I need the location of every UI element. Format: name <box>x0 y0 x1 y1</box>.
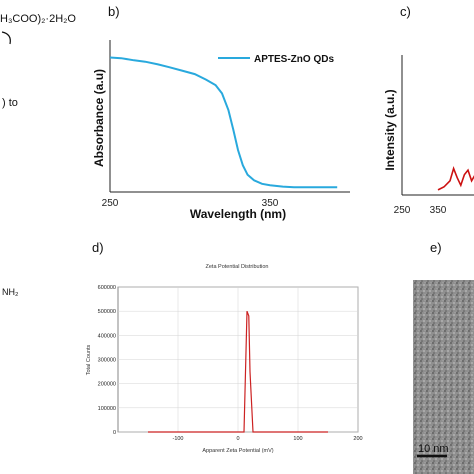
chart-c-xtick-label: 350 <box>430 205 447 216</box>
panel-label-e: e) <box>430 240 442 255</box>
chart-c: c) Intensity (a.u.) 250 350 <box>383 4 474 216</box>
chart-d-xtick-label: -100 <box>172 436 183 442</box>
tem-panel: e) 10 nm <box>413 240 474 474</box>
chart-d-xtick-label: 0 <box>236 436 239 442</box>
chart-b-absorbance-line <box>109 56 338 189</box>
panel-label-b: b) <box>108 4 120 19</box>
chart-c-ticks: 250 350 <box>394 205 447 216</box>
scheme-arrow-arc <box>1 31 11 45</box>
chart-d-ylabel: Total Counts <box>86 344 92 375</box>
chart-c-ylabel: Intensity (a.u.) <box>383 89 397 170</box>
chart-d-xtick-label: 200 <box>353 436 362 442</box>
scheme-panel: H₃COO)₂·2H₂O ) to NH₂ <box>0 13 76 297</box>
chart-d-xlabel: Apparent Zeta Potential (mV) <box>202 448 273 454</box>
tem-image <box>413 280 474 474</box>
chart-d-ytick-label: 600000 <box>98 285 116 291</box>
chart-d-ytick-label: 500000 <box>98 309 116 315</box>
chart-b: b) Absorbance (a.u) Wavelength (nm) 250 3… <box>92 4 350 221</box>
panel-label-d: d) <box>92 240 104 255</box>
tem-scale-label: 10 nm <box>418 443 449 455</box>
chart-d-title: Zeta Potential Distribution <box>206 264 269 270</box>
chart-d-ytick-label: 200000 <box>98 382 116 388</box>
panel-label-c: c) <box>400 4 411 19</box>
chart-d-ticks: 0 100000 200000 300000 400000 500000 600000 -10… <box>98 285 363 442</box>
chart-c-intensity-line <box>437 166 474 191</box>
chart-c-xtick-label: 250 <box>394 205 411 216</box>
chart-d-zeta-line <box>148 310 328 433</box>
chart-d: d) Zeta Potential Distribution 0 100000 20… <box>86 240 363 454</box>
chart-b-xlabel: Wavelength (nm) <box>190 207 286 221</box>
chart-b-ylabel: Absorbance (a.u) <box>92 69 106 167</box>
scheme-reagent-text: H₃COO)₂·2H₂O <box>0 13 76 25</box>
chart-b-legend-label: APTES-ZnO QDs <box>254 54 334 65</box>
chart-b-xtick-label: 350 <box>262 198 279 209</box>
chart-b-xtick-label: 250 <box>102 198 119 209</box>
chart-d-ytick-label: 100000 <box>98 406 116 412</box>
scheme-step-text: ) to <box>2 97 18 109</box>
chart-d-ytick-label: 400000 <box>98 333 116 339</box>
chart-d-ytick-label: 0 <box>113 430 116 436</box>
chart-b-ticks: 250 350 <box>102 198 279 209</box>
scheme-amine-text: NH₂ <box>2 287 19 297</box>
chart-d-xtick-label: 100 <box>293 436 302 442</box>
chart-d-ytick-label: 300000 <box>98 358 116 364</box>
